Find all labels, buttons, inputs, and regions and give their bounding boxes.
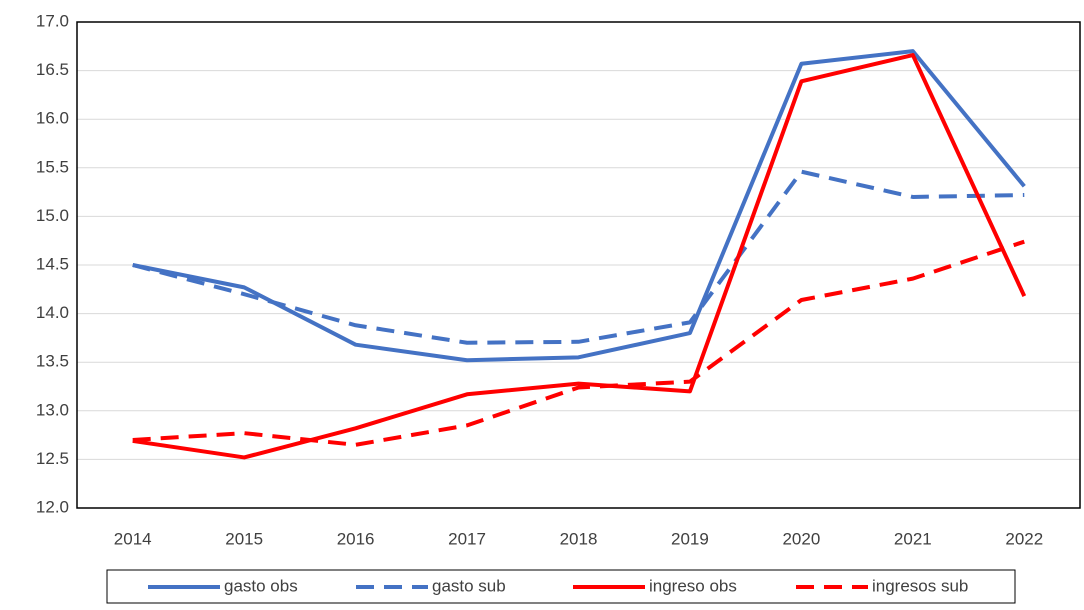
y-tick-label: 16.5 — [36, 60, 69, 79]
legend-label: gasto obs — [224, 576, 298, 595]
legend-label: ingresos sub — [872, 576, 968, 595]
x-tick-label: 2020 — [782, 529, 820, 548]
x-tick-label: 2015 — [225, 529, 263, 548]
plot-border — [76, 21, 1081, 509]
x-tick-label: 2014 — [114, 529, 152, 548]
y-tick-label: 13.5 — [36, 352, 69, 371]
y-tick-label: 15.0 — [36, 206, 69, 225]
y-tick-label: 17.0 — [36, 11, 69, 30]
legend-label: gasto sub — [432, 576, 506, 595]
x-tick-label: 2021 — [894, 529, 932, 548]
y-tick-label: 12.0 — [36, 497, 69, 516]
y-tick-label: 15.5 — [36, 157, 69, 176]
x-tick-label: 2019 — [671, 529, 709, 548]
series-line — [132, 53, 1027, 460]
x-tick-label: 2022 — [1005, 529, 1043, 548]
x-tick-label: 2016 — [337, 529, 375, 548]
legend-label: ingreso obs — [649, 576, 737, 595]
y-tick-label: 13.0 — [36, 400, 69, 419]
y-tick-label: 14.0 — [36, 303, 69, 322]
series-line — [132, 239, 1025, 447]
x-tick-label: 2018 — [560, 529, 598, 548]
y-tick-label: 14.5 — [36, 254, 69, 273]
y-tick-label: 16.0 — [36, 109, 69, 128]
x-tick-label: 2017 — [448, 529, 486, 548]
series-line — [132, 169, 1025, 345]
y-tick-label: 12.5 — [36, 449, 69, 468]
